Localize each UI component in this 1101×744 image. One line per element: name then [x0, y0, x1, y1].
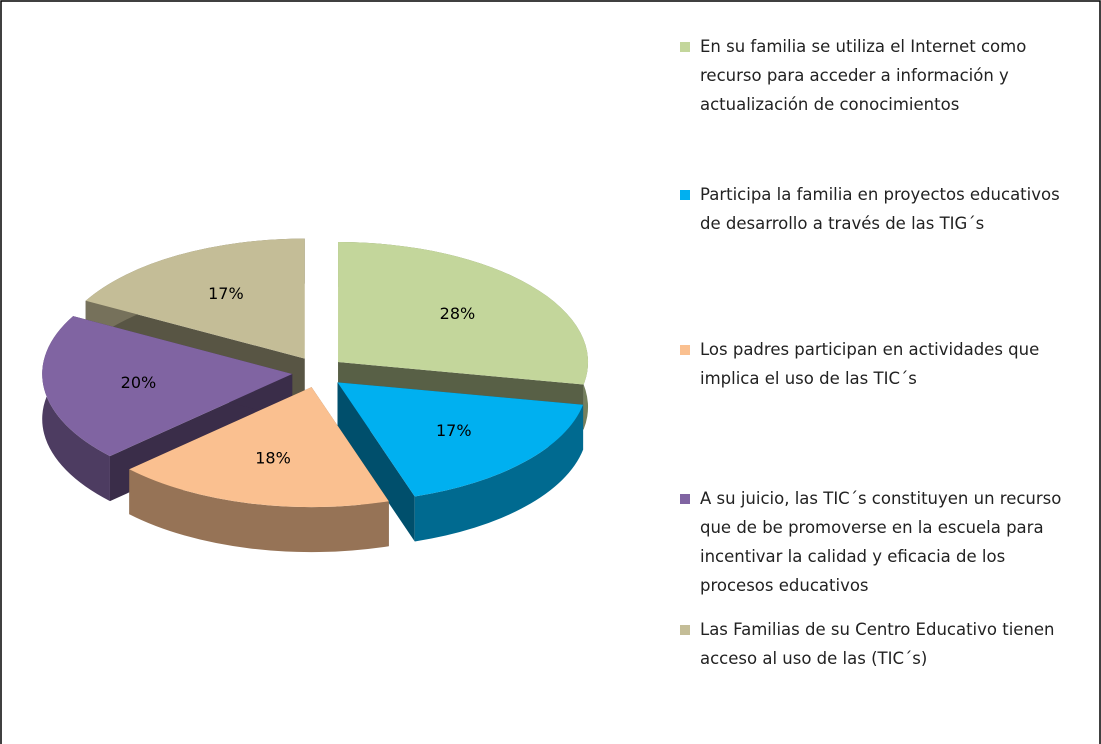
legend-item: Los padres participan en actividades que… [680, 335, 1080, 393]
data-label: 18% [255, 449, 291, 468]
legend-swatch [680, 345, 690, 355]
slice-wall [414, 404, 584, 542]
slice [337, 382, 584, 497]
legend-swatch [680, 625, 690, 635]
legend-label: Participa la familia en proyectos educat… [700, 185, 1060, 233]
slice-side [337, 382, 415, 542]
legend-label: Las Familias de su Centro Educativo tien… [700, 620, 1055, 668]
legend-label: Los padres participan en actividades que… [700, 340, 1040, 388]
slice-wall [129, 469, 389, 553]
data-label: 17% [208, 284, 244, 303]
legend-label: A su juicio, las TIC´s constituyen un re… [700, 489, 1062, 595]
slice [338, 242, 589, 385]
legend-swatch [680, 190, 690, 200]
legend-item: Participa la familia en proyectos educat… [680, 180, 1080, 238]
data-label: 17% [436, 421, 472, 440]
slice [129, 387, 389, 508]
legend-swatch [680, 42, 690, 52]
data-label: 28% [440, 304, 476, 323]
legend-label: En su familia se utiliza el Internet com… [700, 37, 1027, 114]
legend-item: En su familia se utiliza el Internet com… [680, 32, 1080, 119]
slice [85, 238, 305, 359]
legend-item: A su juicio, las TIC´s constituyen un re… [680, 484, 1080, 600]
slice [42, 316, 293, 457]
legend-swatch [680, 494, 690, 504]
data-label: 20% [121, 373, 157, 392]
legend-item: Las Familias de su Centro Educativo tien… [680, 615, 1080, 673]
